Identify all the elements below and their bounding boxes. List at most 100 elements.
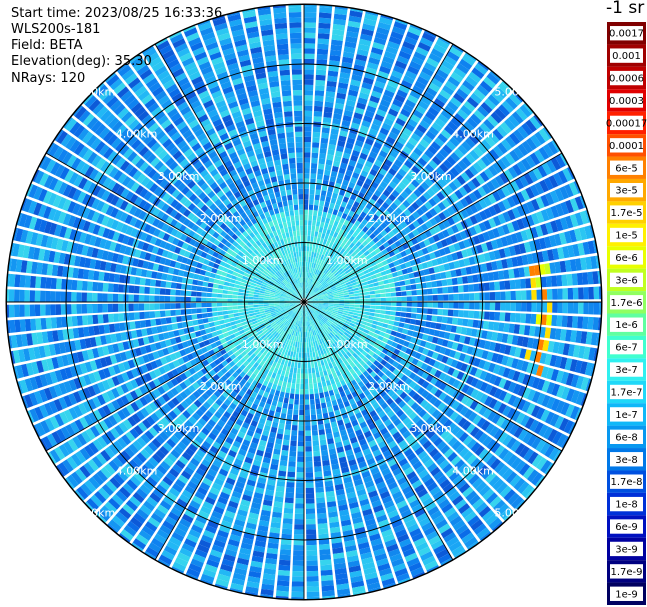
ray-gate (400, 250, 407, 258)
ray-gate (323, 298, 329, 300)
ray-gate (304, 383, 309, 390)
ray-gate (338, 305, 345, 308)
ray-gate (387, 79, 399, 89)
ray-gate (208, 322, 215, 328)
ray-gate (219, 323, 227, 329)
ray-gate (463, 408, 474, 419)
ray-gate (352, 117, 362, 125)
ray-gate (471, 328, 478, 337)
ray-gate (369, 363, 377, 371)
ray-gate (293, 409, 299, 416)
ray-gate (368, 287, 375, 291)
ray-gate (477, 142, 488, 154)
ray-gate (500, 236, 509, 247)
ray-gate (319, 148, 327, 155)
ray-gate (448, 261, 456, 270)
ray-gate (278, 423, 285, 430)
ray-gate (390, 31, 404, 41)
ray-gate (322, 249, 327, 256)
ray-gate (372, 264, 379, 271)
ray-gate (468, 411, 478, 422)
ray-gate (498, 377, 507, 389)
ray-gate (377, 132, 387, 141)
ray-gate (335, 97, 346, 105)
ray-gate (325, 240, 331, 246)
ray-gate (333, 108, 344, 115)
ray-gate (527, 337, 534, 349)
ray-gate (422, 302, 428, 308)
ray-gate (423, 268, 430, 276)
ray-gate (317, 38, 330, 45)
ray-gate (446, 254, 454, 262)
ray-gate (484, 302, 490, 310)
ray-gate (473, 283, 480, 292)
ray-gate (510, 457, 522, 470)
ray-gate (330, 128, 339, 135)
ray-gate (198, 324, 205, 330)
ray-gate (378, 244, 386, 251)
ray-gate (398, 50, 412, 60)
ray-gate (426, 429, 436, 440)
ray-gate (306, 304, 312, 309)
ray-gate (400, 79, 413, 89)
ray-gate (305, 446, 312, 452)
ray-gate (284, 502, 294, 509)
ray-gate (473, 146, 484, 158)
ray-gate (450, 117, 462, 128)
ray-gate (307, 299, 313, 301)
ray-gate (294, 393, 300, 400)
ray-gate (458, 293, 464, 301)
ray-gate (375, 209, 383, 218)
ray-gate (428, 52, 442, 64)
ray-gate (320, 279, 326, 285)
ray-gate (434, 117, 446, 128)
ray-gate (328, 241, 334, 248)
ray-gate (355, 265, 362, 271)
ray-gate (425, 321, 432, 328)
ray-gate (453, 351, 462, 360)
ray-gate (411, 302, 418, 307)
ray-gate (288, 461, 296, 467)
ray-gate (458, 335, 466, 344)
ray-gate (305, 487, 315, 494)
ray-gate (533, 264, 541, 276)
ray-gate (447, 286, 454, 294)
ray-gate (382, 241, 390, 249)
ray-gate (515, 313, 521, 323)
ray-gate (453, 163, 464, 174)
ray-gate (486, 351, 494, 361)
ray-gate (332, 309, 339, 313)
ray-gate (324, 422, 331, 430)
ray-gate (497, 226, 505, 237)
ray-gate (407, 94, 419, 104)
ray-gate (445, 270, 452, 279)
ray-gate (343, 276, 350, 281)
ray-gate (524, 349, 532, 361)
ray-gate (505, 135, 517, 148)
ray-gate (497, 431, 508, 444)
ray-gate (441, 279, 448, 287)
ray-gate (371, 90, 382, 99)
ray-gate (314, 199, 320, 206)
ray-gate (276, 433, 284, 440)
ray-gate (562, 343, 570, 356)
ray-gate (536, 289, 542, 300)
ray-gate (319, 237, 324, 244)
ray-gate (356, 280, 363, 285)
ray-gate (555, 203, 565, 217)
ray-gate (304, 378, 309, 384)
ray-gate (535, 196, 545, 209)
ray-gate (368, 128, 379, 137)
ray-gate (429, 367, 438, 376)
ray-gate (319, 7, 333, 14)
ray-gate (308, 209, 313, 216)
ray-gate (416, 360, 424, 368)
ray-gate (316, 282, 321, 288)
ray-gate (349, 276, 355, 281)
ray-gate (569, 213, 579, 228)
ray-gate (438, 148, 449, 159)
ray-gate (322, 227, 328, 234)
ray-gate (362, 281, 368, 286)
ray-gate (350, 268, 357, 274)
ray-gate (437, 133, 448, 144)
